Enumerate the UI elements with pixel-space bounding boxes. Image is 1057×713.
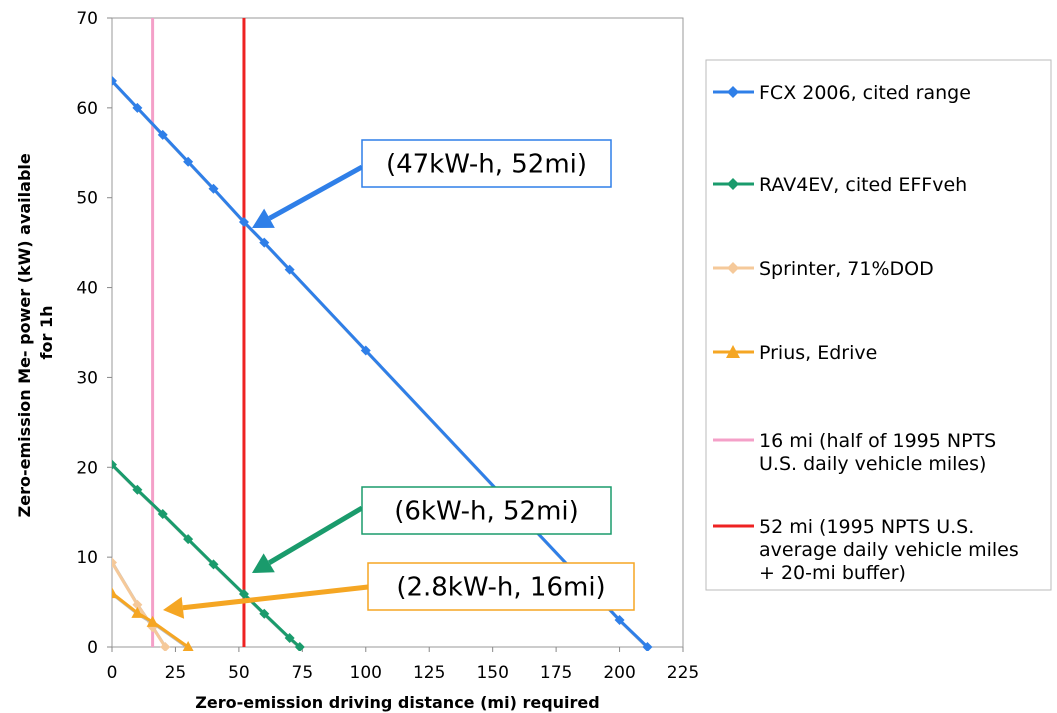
data-point [614,615,625,626]
y-tick-label: 60 [76,99,98,119]
legend-swatch-marker [727,178,739,190]
data-point [208,183,219,194]
callout-box [361,486,612,535]
legend-label: + 20-mi buffer) [759,562,906,584]
callout-arrowhead [252,208,275,228]
legend-label: average daily vehicle miles [759,539,1019,561]
legend-frame [705,59,1052,591]
x-tick-label: 225 [667,663,699,683]
data-point [259,237,270,248]
x-tick-label: 200 [603,663,635,683]
plot-frame [111,17,684,648]
data-point [112,557,117,568]
y-tick-label: 20 [76,458,98,478]
data-point [182,641,194,651]
x-tick-label: 150 [476,663,508,683]
x-tick-label: 25 [165,663,187,683]
axis-ticks: 0 25 50 75 100 125 150 175 200 225 0 10 20 30 40 50 60 70 [76,9,699,683]
legend-swatch-marker [727,86,739,98]
y-tick-label: 70 [76,9,98,29]
callout-3: (2.8kW-h, 16mi) [163,562,635,619]
data-point [160,642,171,651]
legend-swatch-marker [726,345,740,358]
legend-label: Sprinter, 71%DOD [759,258,934,280]
x-tick-label: 175 [540,663,572,683]
data-point [183,534,194,545]
series-4 [112,587,194,651]
callout-arrow [267,505,364,565]
legend-label: FCX 2006, cited range [759,82,971,104]
series-2 [112,459,305,651]
y-tick-label: 10 [76,548,98,568]
data-point [132,599,143,610]
y-axis-title-line-2: for 1h [37,306,56,360]
callout-box [367,562,635,611]
x-tick-label: 0 [107,663,118,683]
series-1 [112,75,653,651]
data-point [157,509,168,520]
legend-label: RAV4EV, cited EFFveh [759,174,967,196]
legend-label: U.S. daily vehicle miles) [759,453,986,475]
data-point [238,216,249,227]
y-axis-title-line-1: Zero-emission Me- power (kW) available [15,153,34,517]
legend-label: 52 mi (1995 NPTS U.S. [759,516,974,538]
data-point [112,75,117,86]
y-tick-label: 40 [76,279,98,299]
legend-entry-3: Sprinter, 71%DOD [713,258,934,280]
callout-label: (6kW-h, 52mi) [394,497,579,527]
x-tick-label: 50 [228,663,250,683]
callout-1: (47kW-h, 52mi) [252,139,612,228]
data-point [183,156,194,167]
data-point [132,102,143,113]
x-tick-label: 125 [413,663,445,683]
data-point [146,615,159,627]
callout-2: (6kW-h, 52mi) [252,486,612,573]
series-line [112,591,190,649]
x-tick-label: 100 [350,663,382,683]
callout-label: (47kW-h, 52mi) [386,150,587,180]
data-point [360,345,371,356]
data-point [259,608,270,619]
callout-label: (2.8kW-h, 16mi) [396,573,605,603]
data-point [238,588,249,599]
x-axis-title: Zero-emission driving distance (mi) requ… [195,693,599,712]
legend-entry-6: 52 mi (1995 NPTS U.S.average daily vehic… [713,516,1019,584]
legend: FCX 2006, cited range RAV4EV, cited EFFve… [705,59,1052,591]
data-point [208,559,219,570]
data-point [642,642,653,651]
callout-arrow [182,584,369,611]
legend-entry-4: Prius, Edrive [713,342,877,364]
data-point [132,484,143,495]
callout-arrowhead [252,553,275,573]
legend-label: Prius, Edrive [759,342,877,364]
legend-label: 16 mi (half of 1995 NPTS [759,430,996,452]
data-point [284,264,295,275]
plot-area [111,17,684,648]
series-layer [112,18,653,651]
data-point [294,642,305,651]
legend-entry-1: FCX 2006, cited range [713,82,971,104]
y-tick-label: 30 [76,368,98,388]
y-tick-label: 0 [87,638,98,658]
legend-entry-2: RAV4EV, cited EFFveh [713,174,967,196]
data-point [131,606,144,618]
callout-arrowhead [163,596,185,619]
callout-arrow [268,164,364,221]
data-point [112,587,118,599]
y-axis-title: Zero-emission Me- power (kW) available f… [15,148,56,518]
data-point [112,459,117,470]
data-point [157,129,168,140]
annotations: (47kW-h, 52mi) (6kW-h, 52mi) (2.8kW-h, 16m… [163,139,635,619]
x-tick-label: 75 [292,663,314,683]
legend-swatch-marker [727,262,739,274]
y-tick-label: 50 [76,189,98,209]
data-point [284,633,295,644]
callout-box [361,139,612,188]
